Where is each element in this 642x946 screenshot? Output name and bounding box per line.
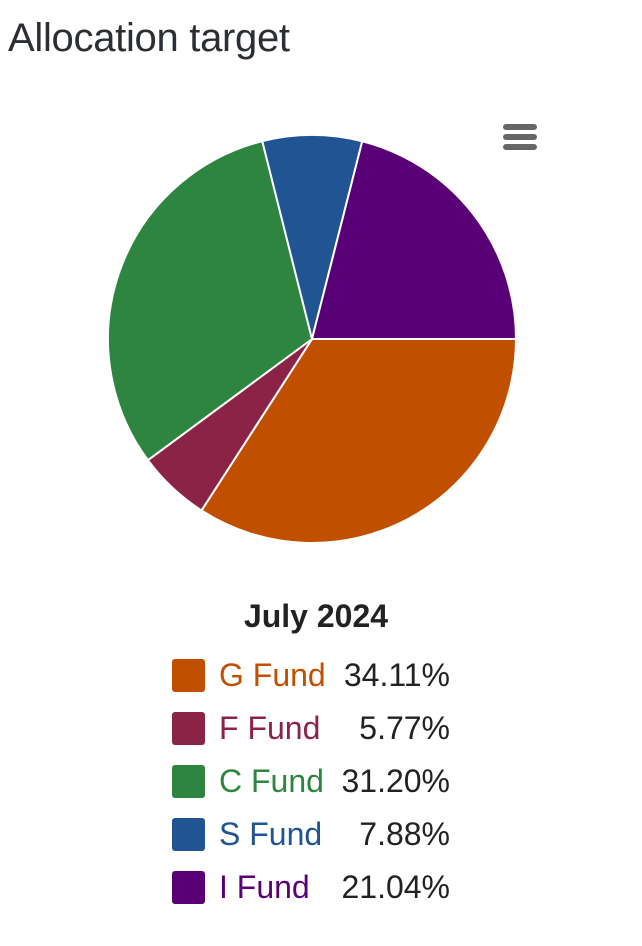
legend-item-g-fund[interactable]: G Fund 34.11% (160, 649, 460, 702)
legend-label: I Fund (219, 869, 310, 905)
legend-value: 7.88% (359, 816, 450, 852)
legend-swatch (172, 712, 205, 745)
chart-legend: July 2024 G Fund 34.11% F Fund 5.77% C Fund 3… (160, 598, 460, 914)
legend-label: S Fund (219, 816, 323, 852)
hamburger-menu-icon-bar (503, 144, 537, 150)
hamburger-menu-icon-bar (503, 124, 537, 130)
legend-value: 34.11% (343, 657, 450, 693)
hamburger-menu-icon-bar (503, 134, 537, 140)
legend-swatch (172, 818, 205, 851)
legend-label: F Fund (219, 710, 321, 746)
legend-title: July 2024 (243, 598, 389, 634)
legend-item-s-fund[interactable]: S Fund 7.88% (160, 808, 460, 861)
pie-slice-i-fund[interactable] (311, 140, 517, 340)
pie-slice-c-fund[interactable] (107, 140, 313, 462)
legend-label: G Fund (219, 657, 326, 693)
legend-swatch (172, 765, 205, 798)
legend-swatch (172, 871, 205, 904)
legend-item-c-fund[interactable]: C Fund 31.20% (160, 755, 460, 808)
legend-swatch (172, 659, 205, 692)
legend-value: 21.04% (341, 869, 450, 905)
legend-value: 5.77% (359, 710, 450, 746)
page-title: Allocation target (8, 16, 290, 60)
legend-item-f-fund[interactable]: F Fund 5.77% (160, 702, 460, 755)
legend-item-i-fund[interactable]: I Fund 21.04% (160, 861, 460, 914)
pie-slice-s-fund[interactable] (261, 134, 364, 340)
chart-menu-button[interactable] (496, 118, 544, 158)
legend-label: C Fund (219, 763, 324, 799)
legend-value: 31.20% (341, 763, 450, 799)
pie-chart (107, 134, 517, 544)
